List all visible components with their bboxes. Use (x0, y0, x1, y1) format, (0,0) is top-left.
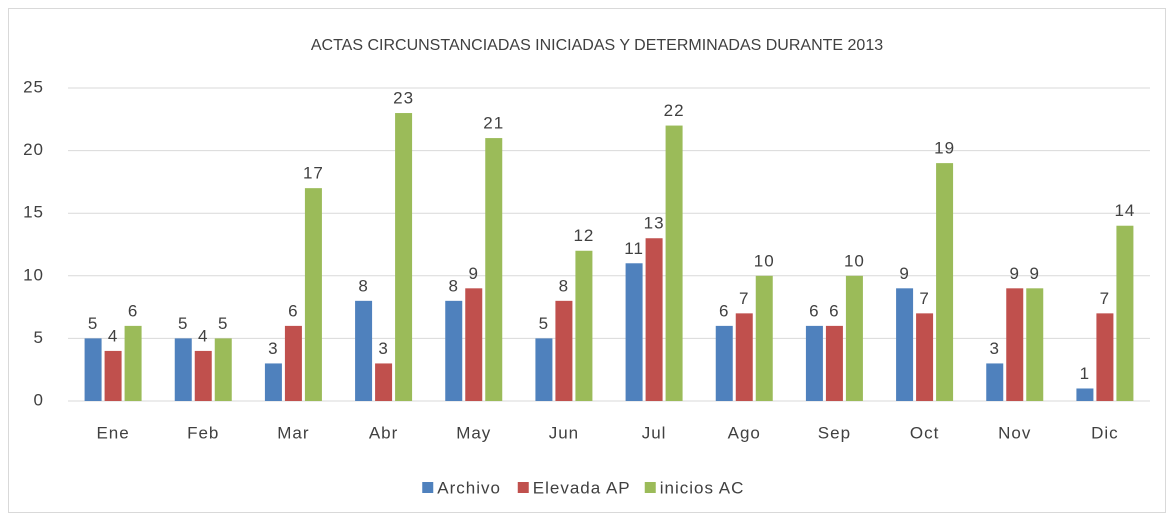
data-label: 5 (178, 314, 188, 333)
data-label: 6 (829, 301, 839, 320)
bar (1026, 288, 1044, 401)
data-label: 9 (469, 264, 479, 283)
data-label: 21 (483, 114, 504, 133)
data-label: 7 (739, 289, 749, 308)
bar (1116, 225, 1134, 401)
data-label: 7 (1100, 289, 1110, 308)
bar (355, 300, 373, 401)
data-label: 4 (198, 326, 208, 345)
bar (214, 338, 232, 401)
data-label: 5 (218, 314, 228, 333)
legend-swatch (422, 482, 434, 493)
data-label: 14 (1114, 201, 1135, 220)
data-label: 6 (128, 301, 138, 320)
bar (665, 125, 683, 401)
data-label: 12 (573, 226, 594, 245)
bar (575, 250, 593, 401)
data-label: 8 (358, 276, 368, 295)
bar (84, 338, 102, 401)
bar (104, 350, 122, 401)
x-tick-label: Abr (369, 423, 398, 442)
bar (124, 325, 142, 401)
data-label: 22 (664, 101, 685, 120)
data-label: 9 (1010, 264, 1020, 283)
data-label: 9 (1030, 264, 1040, 283)
bar (284, 325, 302, 401)
y-tick-label: 20 (23, 140, 44, 159)
bar (805, 325, 823, 401)
y-tick-label: 10 (23, 265, 44, 284)
chart-title: ACTAS CIRCUNSTANCIADAS INICIADAS Y DETER… (311, 37, 883, 54)
y-tick-label: 15 (23, 203, 44, 222)
x-tick-label: May (456, 423, 491, 442)
x-tick-label: Ago (728, 423, 761, 442)
legend-label: inicios AC (660, 478, 745, 497)
bar (916, 313, 934, 401)
bar (755, 275, 773, 401)
data-label: 6 (719, 301, 729, 320)
x-tick-label: Jul (642, 423, 667, 442)
data-label: 4 (108, 326, 118, 345)
data-label: 10 (844, 251, 865, 270)
y-tick-label: 5 (34, 328, 44, 347)
x-tick-label: Feb (187, 423, 219, 442)
data-label: 5 (88, 314, 98, 333)
data-label: 6 (809, 301, 819, 320)
bar (1096, 313, 1114, 401)
bar (715, 325, 733, 401)
data-label: 6 (288, 301, 298, 320)
bar (555, 300, 573, 401)
bar (645, 238, 663, 401)
data-label: 11 (624, 239, 644, 258)
data-label: 1 (1080, 364, 1090, 383)
bar (625, 263, 643, 401)
data-label: 8 (449, 276, 459, 295)
x-tick-label: Mar (277, 423, 309, 442)
bar (1076, 388, 1094, 401)
legend-swatch (644, 482, 656, 493)
bar (264, 363, 282, 401)
bar (465, 288, 483, 401)
bar (896, 288, 914, 401)
x-tick-label: Oct (910, 423, 939, 442)
bar (194, 350, 212, 401)
y-tick-label: 0 (34, 390, 44, 409)
legend-label: Archivo (437, 478, 501, 497)
data-label: 3 (990, 339, 1000, 358)
data-label: 9 (899, 264, 909, 283)
legend-swatch (517, 482, 529, 493)
bar (174, 338, 192, 401)
x-tick-label: Nov (998, 423, 1031, 442)
bar (825, 325, 843, 401)
bar (535, 338, 553, 401)
data-label: 13 (644, 214, 665, 233)
data-label: 19 (934, 139, 955, 158)
x-tick-label: Sep (818, 423, 851, 442)
bar (375, 363, 393, 401)
y-tick-label: 25 (23, 77, 44, 96)
legend-label: Elevada AP (533, 478, 631, 497)
x-tick-label: Ene (96, 423, 129, 442)
bar (735, 313, 753, 401)
data-label: 17 (303, 164, 324, 183)
bar (485, 138, 503, 401)
bar (445, 300, 463, 401)
x-tick-label: Dic (1091, 423, 1119, 442)
data-label: 8 (559, 276, 569, 295)
data-label: 7 (919, 289, 929, 308)
bar (986, 363, 1004, 401)
data-label: 23 (393, 89, 414, 108)
bar (395, 113, 413, 401)
data-label: 10 (754, 251, 775, 270)
data-label: 5 (539, 314, 549, 333)
x-tick-label: Jun (549, 423, 579, 442)
data-label: 3 (268, 339, 278, 358)
data-label: 3 (378, 339, 388, 358)
bar (845, 275, 863, 401)
bar (1006, 288, 1024, 401)
bar (936, 163, 954, 401)
bar (304, 188, 322, 401)
